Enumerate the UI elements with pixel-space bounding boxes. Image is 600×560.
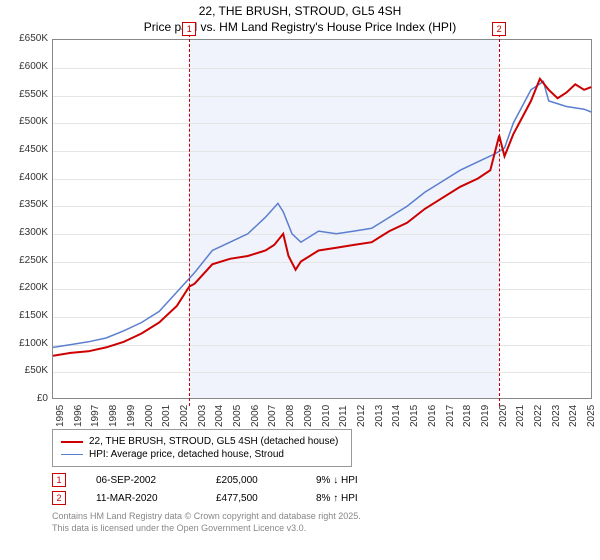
legend-item-price-paid: 22, THE BRUSH, STROUD, GL5 4SH (detached…	[61, 436, 343, 447]
record-price: £477,500	[216, 493, 286, 504]
x-axis-label: 2015	[409, 405, 420, 427]
x-axis-label: 2008	[285, 405, 296, 427]
x-axis-label: 2014	[391, 405, 402, 427]
y-axis-label: £550K	[8, 89, 48, 100]
sale-records: 1 06-SEP-2002 £205,000 9% ↓ HPI 2 11-MAR…	[52, 473, 592, 505]
x-axis-label: 1996	[73, 405, 84, 427]
x-axis-label: 2004	[214, 405, 225, 427]
x-axis-label: 2019	[480, 405, 491, 427]
record-row: 1 06-SEP-2002 £205,000 9% ↓ HPI	[52, 473, 592, 487]
legend: 22, THE BRUSH, STROUD, GL5 4SH (detached…	[52, 429, 352, 467]
y-axis-label: £450K	[8, 144, 48, 155]
record-marker: 2	[52, 491, 66, 505]
footer-attribution: Contains HM Land Registry data © Crown c…	[52, 511, 592, 534]
record-row: 2 11-MAR-2020 £477,500 8% ↑ HPI	[52, 491, 592, 505]
line-series	[53, 40, 593, 400]
legend-swatch	[61, 454, 83, 456]
x-axis-label: 2011	[338, 406, 349, 428]
y-axis-label: £600K	[8, 61, 48, 72]
x-axis-label: 1998	[108, 405, 119, 427]
legend-label: HPI: Average price, detached house, Stro…	[89, 449, 284, 460]
marker-line	[189, 34, 190, 406]
marker-box: 1	[182, 22, 196, 36]
legend-item-hpi: HPI: Average price, detached house, Stro…	[61, 449, 343, 460]
record-delta: 9% ↓ HPI	[316, 475, 358, 486]
y-axis-label: £300K	[8, 227, 48, 238]
series-hpi	[53, 82, 591, 348]
x-axis-label: 2016	[427, 405, 438, 427]
x-axis-label: 2017	[445, 405, 456, 427]
x-axis-label: 2001	[161, 405, 172, 427]
legend-swatch	[61, 441, 83, 443]
x-axis-label: 2025	[586, 405, 597, 427]
x-axis-label: 2003	[197, 405, 208, 427]
legend-label: 22, THE BRUSH, STROUD, GL5 4SH (detached…	[89, 436, 338, 447]
y-axis-label: £0	[8, 393, 48, 404]
y-axis-label: £350K	[8, 199, 48, 210]
x-axis-label: 2012	[356, 405, 367, 427]
record-delta: 8% ↑ HPI	[316, 493, 358, 504]
footer-line1: Contains HM Land Registry data © Crown c…	[52, 511, 592, 523]
x-axis-label: 2024	[568, 405, 579, 427]
x-axis-label: 2009	[303, 405, 314, 427]
x-axis-label: 2023	[551, 405, 562, 427]
record-price: £205,000	[216, 475, 286, 486]
x-axis-label: 2018	[462, 405, 473, 427]
record-date: 06-SEP-2002	[96, 475, 186, 486]
x-axis-label: 1999	[126, 405, 137, 427]
y-axis-label: £100K	[8, 338, 48, 349]
y-axis-label: £400K	[8, 172, 48, 183]
x-axis-label: 2010	[321, 405, 332, 427]
x-axis-label: 2013	[374, 405, 385, 427]
series-price_paid	[53, 79, 591, 356]
y-axis-label: £500K	[8, 116, 48, 127]
x-axis-label: 1995	[55, 405, 66, 427]
x-axis-label: 2000	[144, 405, 155, 427]
x-axis-label: 1997	[90, 405, 101, 427]
x-axis-label: 2002	[179, 405, 190, 427]
x-axis-label: 2007	[267, 405, 278, 427]
plot-region: 12	[52, 39, 592, 399]
x-axis-label: 2021	[515, 405, 526, 427]
x-axis-label: 2005	[232, 405, 243, 427]
record-date: 11-MAR-2020	[96, 493, 186, 504]
y-axis-label: £150K	[8, 310, 48, 321]
marker-box: 2	[492, 22, 506, 36]
x-axis-label: 2020	[498, 405, 509, 427]
y-axis-label: £50K	[8, 365, 48, 376]
marker-line	[499, 34, 500, 406]
title-line1: 22, THE BRUSH, STROUD, GL5 4SH	[8, 4, 592, 20]
y-axis-label: £200K	[8, 282, 48, 293]
chart-area: £0 £50K £100K £150K £200K £250K £300K £350K £400…	[8, 39, 592, 425]
y-axis-label: £250K	[8, 255, 48, 266]
y-axis-label: £650K	[8, 33, 48, 44]
x-axis-label: 2006	[250, 405, 261, 427]
x-axis-label: 2022	[533, 405, 544, 427]
record-marker: 1	[52, 473, 66, 487]
footer-line2: This data is licensed under the Open Gov…	[52, 523, 592, 535]
